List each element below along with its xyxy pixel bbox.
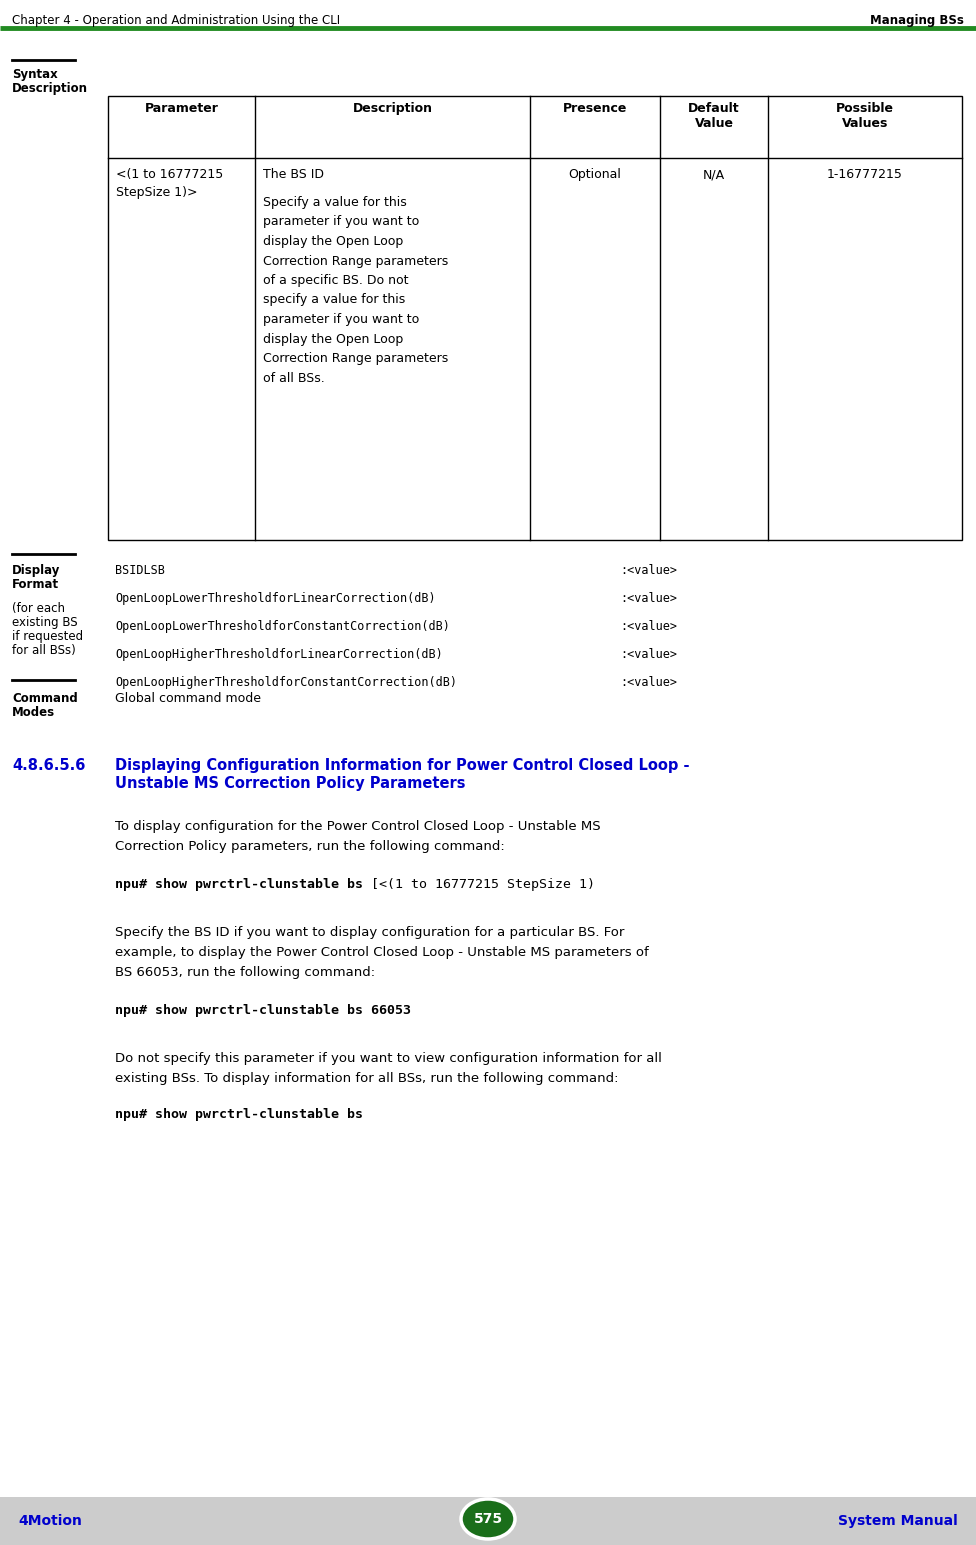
Text: existing BSs. To display information for all BSs, run the following command:: existing BSs. To display information for… (115, 1072, 619, 1085)
Text: N/A: N/A (703, 168, 725, 181)
Text: Description: Description (12, 82, 88, 94)
Text: Specify a value for this
parameter if you want to
display the Open Loop
Correcti: Specify a value for this parameter if yo… (263, 196, 448, 385)
Text: Optional: Optional (569, 168, 622, 181)
Text: <(1 to 16777215
StepSize 1)>: <(1 to 16777215 StepSize 1)> (116, 168, 224, 199)
Text: Description: Description (352, 102, 432, 114)
Text: Display: Display (12, 564, 61, 576)
Text: 575: 575 (473, 1513, 503, 1526)
Text: BS 66053, run the following command:: BS 66053, run the following command: (115, 966, 375, 980)
Text: OpenLoopHigherThresholdforConstantCorrection(dB): OpenLoopHigherThresholdforConstantCorrec… (115, 677, 457, 689)
Text: example, to display the Power Control Closed Loop - Unstable MS parameters of: example, to display the Power Control Cl… (115, 946, 649, 959)
Text: :<value>: :<value> (620, 592, 677, 606)
Bar (0, 1497, 976, 1545)
Text: Unstable MS Correction Policy Parameters: Unstable MS Correction Policy Parameters (115, 776, 466, 791)
Text: Managing BSs: Managing BSs (871, 14, 964, 26)
Text: 4Motion: 4Motion (18, 1514, 82, 1528)
Text: [<(1 to 16777215 StepSize 1): [<(1 to 16777215 StepSize 1) (363, 878, 595, 891)
Text: Default
Value: Default Value (688, 102, 740, 130)
Text: Displaying Configuration Information for Power Control Closed Loop -: Displaying Configuration Information for… (115, 759, 689, 772)
Text: 1-16777215: 1-16777215 (827, 168, 903, 181)
Text: Format: Format (12, 578, 60, 592)
Text: npu# show pwrctrl-clunstable bs: npu# show pwrctrl-clunstable bs (115, 1108, 363, 1122)
Text: Correction Policy parameters, run the following command:: Correction Policy parameters, run the fo… (115, 840, 505, 853)
Ellipse shape (461, 1499, 515, 1539)
Text: Global command mode: Global command mode (115, 692, 261, 705)
Text: System Manual: System Manual (838, 1514, 958, 1528)
Text: OpenLoopLowerThresholdforConstantCorrection(dB): OpenLoopLowerThresholdforConstantCorrect… (115, 620, 450, 633)
Text: npu# show pwrctrl-clunstable bs 66053: npu# show pwrctrl-clunstable bs 66053 (115, 1004, 411, 1017)
Text: Presence: Presence (563, 102, 628, 114)
Text: The BS ID: The BS ID (263, 168, 324, 181)
Text: Syntax: Syntax (12, 68, 58, 80)
Text: Modes: Modes (12, 706, 55, 718)
Text: Possible
Values: Possible Values (836, 102, 894, 130)
Text: (for each: (for each (12, 603, 65, 615)
Text: BSIDLSB: BSIDLSB (115, 564, 165, 576)
Bar (108, 96, 962, 541)
Text: :<value>: :<value> (620, 647, 677, 661)
Text: npu# show pwrctrl-clunstable bs: npu# show pwrctrl-clunstable bs (115, 878, 363, 891)
Text: :<value>: :<value> (620, 564, 677, 576)
Text: Specify the BS ID if you want to display configuration for a particular BS. For: Specify the BS ID if you want to display… (115, 925, 625, 939)
Text: Do not specify this parameter if you want to view configuration information for : Do not specify this parameter if you wan… (115, 1052, 662, 1065)
Text: existing BS: existing BS (12, 616, 78, 629)
Text: 4.8.6.5.6: 4.8.6.5.6 (12, 759, 85, 772)
Text: OpenLoopLowerThresholdforLinearCorrection(dB): OpenLoopLowerThresholdforLinearCorrectio… (115, 592, 435, 606)
Text: for all BSs): for all BSs) (12, 644, 76, 657)
Text: OpenLoopHigherThresholdforLinearCorrection(dB): OpenLoopHigherThresholdforLinearCorrecti… (115, 647, 443, 661)
Text: if requested: if requested (12, 630, 83, 643)
Text: Parameter: Parameter (144, 102, 219, 114)
Text: :<value>: :<value> (620, 677, 677, 689)
Text: To display configuration for the Power Control Closed Loop - Unstable MS: To display configuration for the Power C… (115, 820, 600, 833)
Text: Chapter 4 - Operation and Administration Using the CLI: Chapter 4 - Operation and Administration… (12, 14, 340, 26)
Text: :<value>: :<value> (620, 620, 677, 633)
Text: Command: Command (12, 692, 78, 705)
